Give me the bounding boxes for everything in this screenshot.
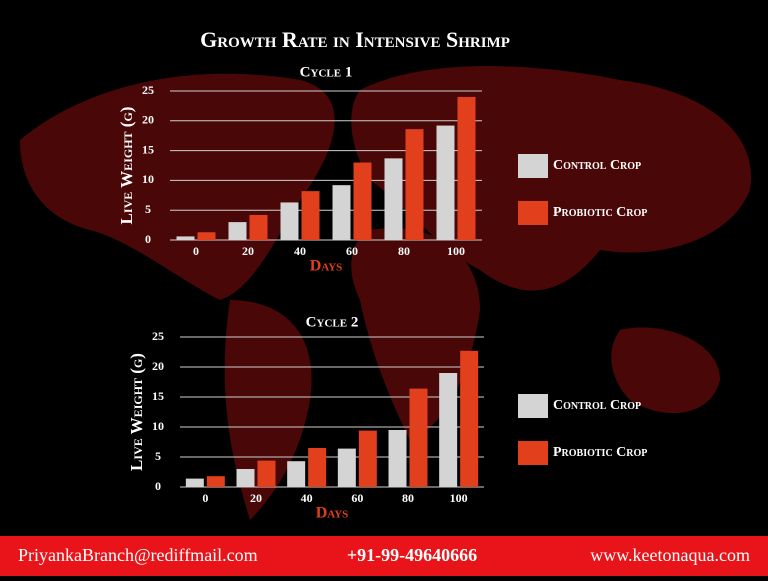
footer-email: PriyankaBranch@rediffmail.com xyxy=(18,545,258,565)
y-tick-label: 15 xyxy=(142,142,154,156)
y-tick-label: 15 xyxy=(152,389,164,403)
bar xyxy=(457,96,476,241)
bar xyxy=(185,478,204,487)
y-tick-label: 20 xyxy=(152,359,164,373)
bar xyxy=(388,430,407,487)
bar xyxy=(197,232,216,240)
y-tick-label: 0 xyxy=(155,479,161,493)
x-tick-label: 20 xyxy=(250,491,262,505)
bar xyxy=(460,350,479,487)
y-tick-label: 25 xyxy=(142,83,154,97)
legend-label: Probiotic Crop xyxy=(553,445,647,460)
y-tick-label: 10 xyxy=(152,419,164,433)
bar xyxy=(287,461,306,487)
x-axis-label: Days xyxy=(310,258,343,275)
x-tick-label: 80 xyxy=(398,244,410,258)
x-tick-label: 40 xyxy=(294,244,306,258)
bar xyxy=(280,202,299,240)
bar xyxy=(384,158,403,240)
x-tick-label: 0 xyxy=(202,491,208,505)
bar xyxy=(332,185,351,240)
bar xyxy=(337,448,356,487)
chart-title: Cycle 1 xyxy=(300,64,353,80)
y-tick-label: 5 xyxy=(145,202,151,216)
bar xyxy=(206,476,225,487)
legend-swatch xyxy=(518,394,548,418)
x-tick-label: 0 xyxy=(193,244,199,258)
bar xyxy=(257,460,276,487)
bar xyxy=(439,373,458,487)
y-tick-label: 20 xyxy=(142,113,154,127)
legend-label: Control Crop xyxy=(553,398,641,413)
legend-swatch xyxy=(518,441,548,465)
legend-label: Control Crop xyxy=(553,158,641,173)
x-tick-label: 20 xyxy=(242,244,254,258)
y-tick-label: 0 xyxy=(145,232,151,246)
legend-label: Probiotic Crop xyxy=(553,205,647,220)
bar xyxy=(249,214,268,240)
bar xyxy=(236,469,255,487)
y-axis-label: Live Weight (g) xyxy=(127,353,146,471)
chart-title: Cycle 2 xyxy=(306,314,359,330)
x-tick-label: 60 xyxy=(346,244,358,258)
legend-swatch xyxy=(518,201,548,225)
bar xyxy=(301,191,320,240)
page-title: Growth Rate in Intensive Shrimp xyxy=(200,27,510,52)
bar xyxy=(405,129,424,240)
x-tick-label: 100 xyxy=(450,491,468,505)
bar xyxy=(409,388,428,487)
y-tick-label: 25 xyxy=(152,329,164,343)
x-tick-label: 80 xyxy=(402,491,414,505)
bar xyxy=(308,448,327,487)
footer-website: www.keetonaqua.com xyxy=(590,545,750,565)
bar xyxy=(176,236,195,240)
y-tick-label: 10 xyxy=(142,172,154,186)
x-tick-label: 60 xyxy=(351,491,363,505)
footer-phone: +91-99-49640666 xyxy=(347,545,477,565)
x-axis-label: Days xyxy=(316,505,349,522)
footer-bar xyxy=(0,536,768,576)
y-tick-label: 5 xyxy=(155,449,161,463)
x-tick-label: 40 xyxy=(301,491,313,505)
x-tick-label: 100 xyxy=(447,244,465,258)
bar xyxy=(353,162,372,240)
bar xyxy=(358,430,377,487)
bar xyxy=(436,125,455,240)
y-axis-label: Live Weight (g) xyxy=(117,107,136,225)
bar xyxy=(228,222,247,240)
legend-swatch xyxy=(518,154,548,178)
